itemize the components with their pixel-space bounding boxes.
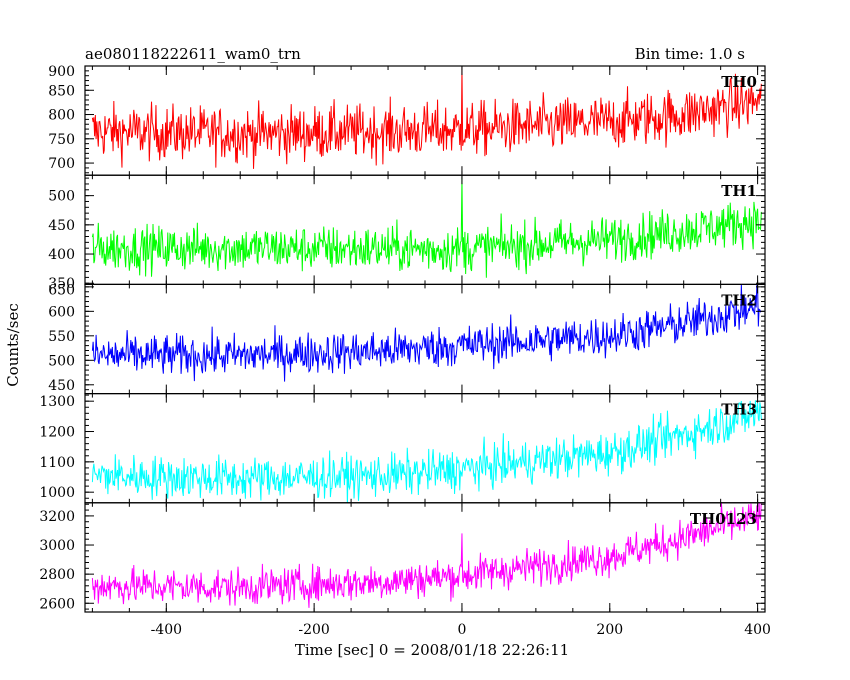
x-tick-label: 200	[596, 622, 623, 638]
panel-th0: 700 750 800 850 900 TH0	[48, 64, 766, 176]
y-tick-label: 350	[48, 276, 75, 292]
y-tick-label: 3000	[39, 538, 75, 554]
y-tick-label: 1300	[39, 394, 75, 410]
x-tick-label: -400	[151, 622, 182, 638]
y-tick-label: 500	[48, 189, 75, 205]
series-th2	[91, 284, 762, 382]
panel-frame	[84, 502, 766, 613]
y-tick-label: 2600	[39, 596, 75, 612]
y-axis-label: Counts/sec	[4, 303, 22, 387]
y-tick-label: 800	[48, 108, 75, 124]
series-th1	[91, 176, 762, 278]
y-tick-label: 450	[48, 218, 75, 234]
panel-th3: 1000 1100 1200 1300 TH3	[39, 393, 766, 504]
panel-label-th2: TH2	[721, 291, 757, 309]
y-tick-label: 2800	[39, 567, 75, 583]
y-tick-label: 3200	[39, 509, 75, 525]
series-th0123	[91, 502, 762, 608]
y-tick-label: 600	[48, 304, 75, 320]
y-tick-label: 450	[48, 378, 75, 394]
panel-label-th0: TH0	[721, 73, 757, 91]
panels: 700 750 800 850 900 TH0 350 400 450 500 TH1 450 500 5…	[39, 64, 766, 613]
panel-label-th1: TH1	[721, 182, 757, 200]
panel-th2: 450 500 550 600 650 TH2	[48, 282, 766, 395]
y-tick-label: 550	[48, 329, 75, 345]
y-tick-label: 650	[48, 282, 75, 298]
panel-frame	[84, 393, 766, 504]
x-axis-label: Time [sec] 0 = 2008/01/18 22:26:11	[295, 641, 569, 659]
x-tick-label: -200	[298, 622, 329, 638]
panel-th0123: 2600 2800 3000 3200 TH0123	[39, 502, 766, 613]
panel-label-th3: TH3	[721, 401, 757, 419]
y-tick-label: 700	[48, 156, 75, 172]
chart-title: ae080118222611_wam0_trn	[85, 45, 301, 63]
y-tick-label: 1000	[39, 485, 75, 501]
y-tick-label: 900	[48, 64, 75, 80]
panel-label-th0123: TH0123	[690, 510, 757, 528]
x-tick-label: 0	[457, 622, 466, 638]
panel-frame	[84, 283, 766, 395]
series-th0	[91, 66, 762, 169]
y-tick-label: 1100	[39, 455, 75, 471]
y-tick-label: 1200	[39, 425, 75, 441]
y-tick-label: 500	[48, 353, 75, 369]
y-tick-label: 400	[48, 247, 75, 263]
y-tick-label: 850	[48, 83, 75, 99]
y-tick-label: 750	[48, 132, 75, 148]
series-th3	[91, 400, 762, 503]
x-tick-label: 400	[744, 622, 771, 638]
bin-time-label: Bin time: 1.0 s	[635, 45, 745, 63]
x-tick-labels: -400 -200 0 200 400	[151, 622, 771, 638]
panel-th1: 350 400 450 500 TH1	[48, 174, 766, 292]
